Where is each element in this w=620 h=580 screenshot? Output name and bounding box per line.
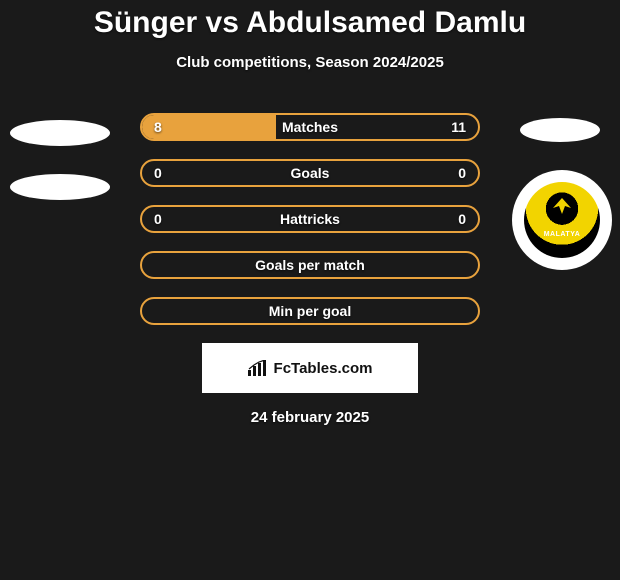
stat-row: 0 0 Goals [0,159,620,187]
footer-brand[interactable]: FcTables.com [202,343,418,393]
stat-bar: Min per goal [140,297,480,325]
subtitle: Club competitions, Season 2024/2025 [0,54,620,71]
stat-row: Goals per match [0,251,620,279]
page-title: Sünger vs Abdulsamed Damlu [0,0,620,40]
stat-value-left: 8 [154,119,162,135]
stat-label: Goals [291,165,330,181]
date-text: 24 february 2025 [0,409,620,426]
stat-value-left: 0 [154,211,162,227]
stat-value-left: 0 [154,165,162,181]
stat-bar: 0 0 Goals [140,159,480,187]
chart-icon [248,360,268,376]
stat-value-right: 11 [451,119,466,135]
stat-value-right: 0 [458,211,466,227]
footer-label: FcTables.com [274,360,373,377]
stat-bar: 0 0 Hattricks [140,205,480,233]
stat-bar: Goals per match [140,251,480,279]
stat-row: Min per goal [0,297,620,325]
stat-value-right: 0 [458,165,466,181]
stat-label: Matches [282,119,338,135]
stat-label: Goals per match [255,257,365,273]
stat-row: 8 11 Matches [0,113,620,141]
stat-bar: 8 11 Matches [140,113,480,141]
fill-left [142,115,276,139]
stat-label: Hattricks [280,211,340,227]
stat-label: Min per goal [269,303,351,319]
stat-row: 0 0 Hattricks [0,205,620,233]
